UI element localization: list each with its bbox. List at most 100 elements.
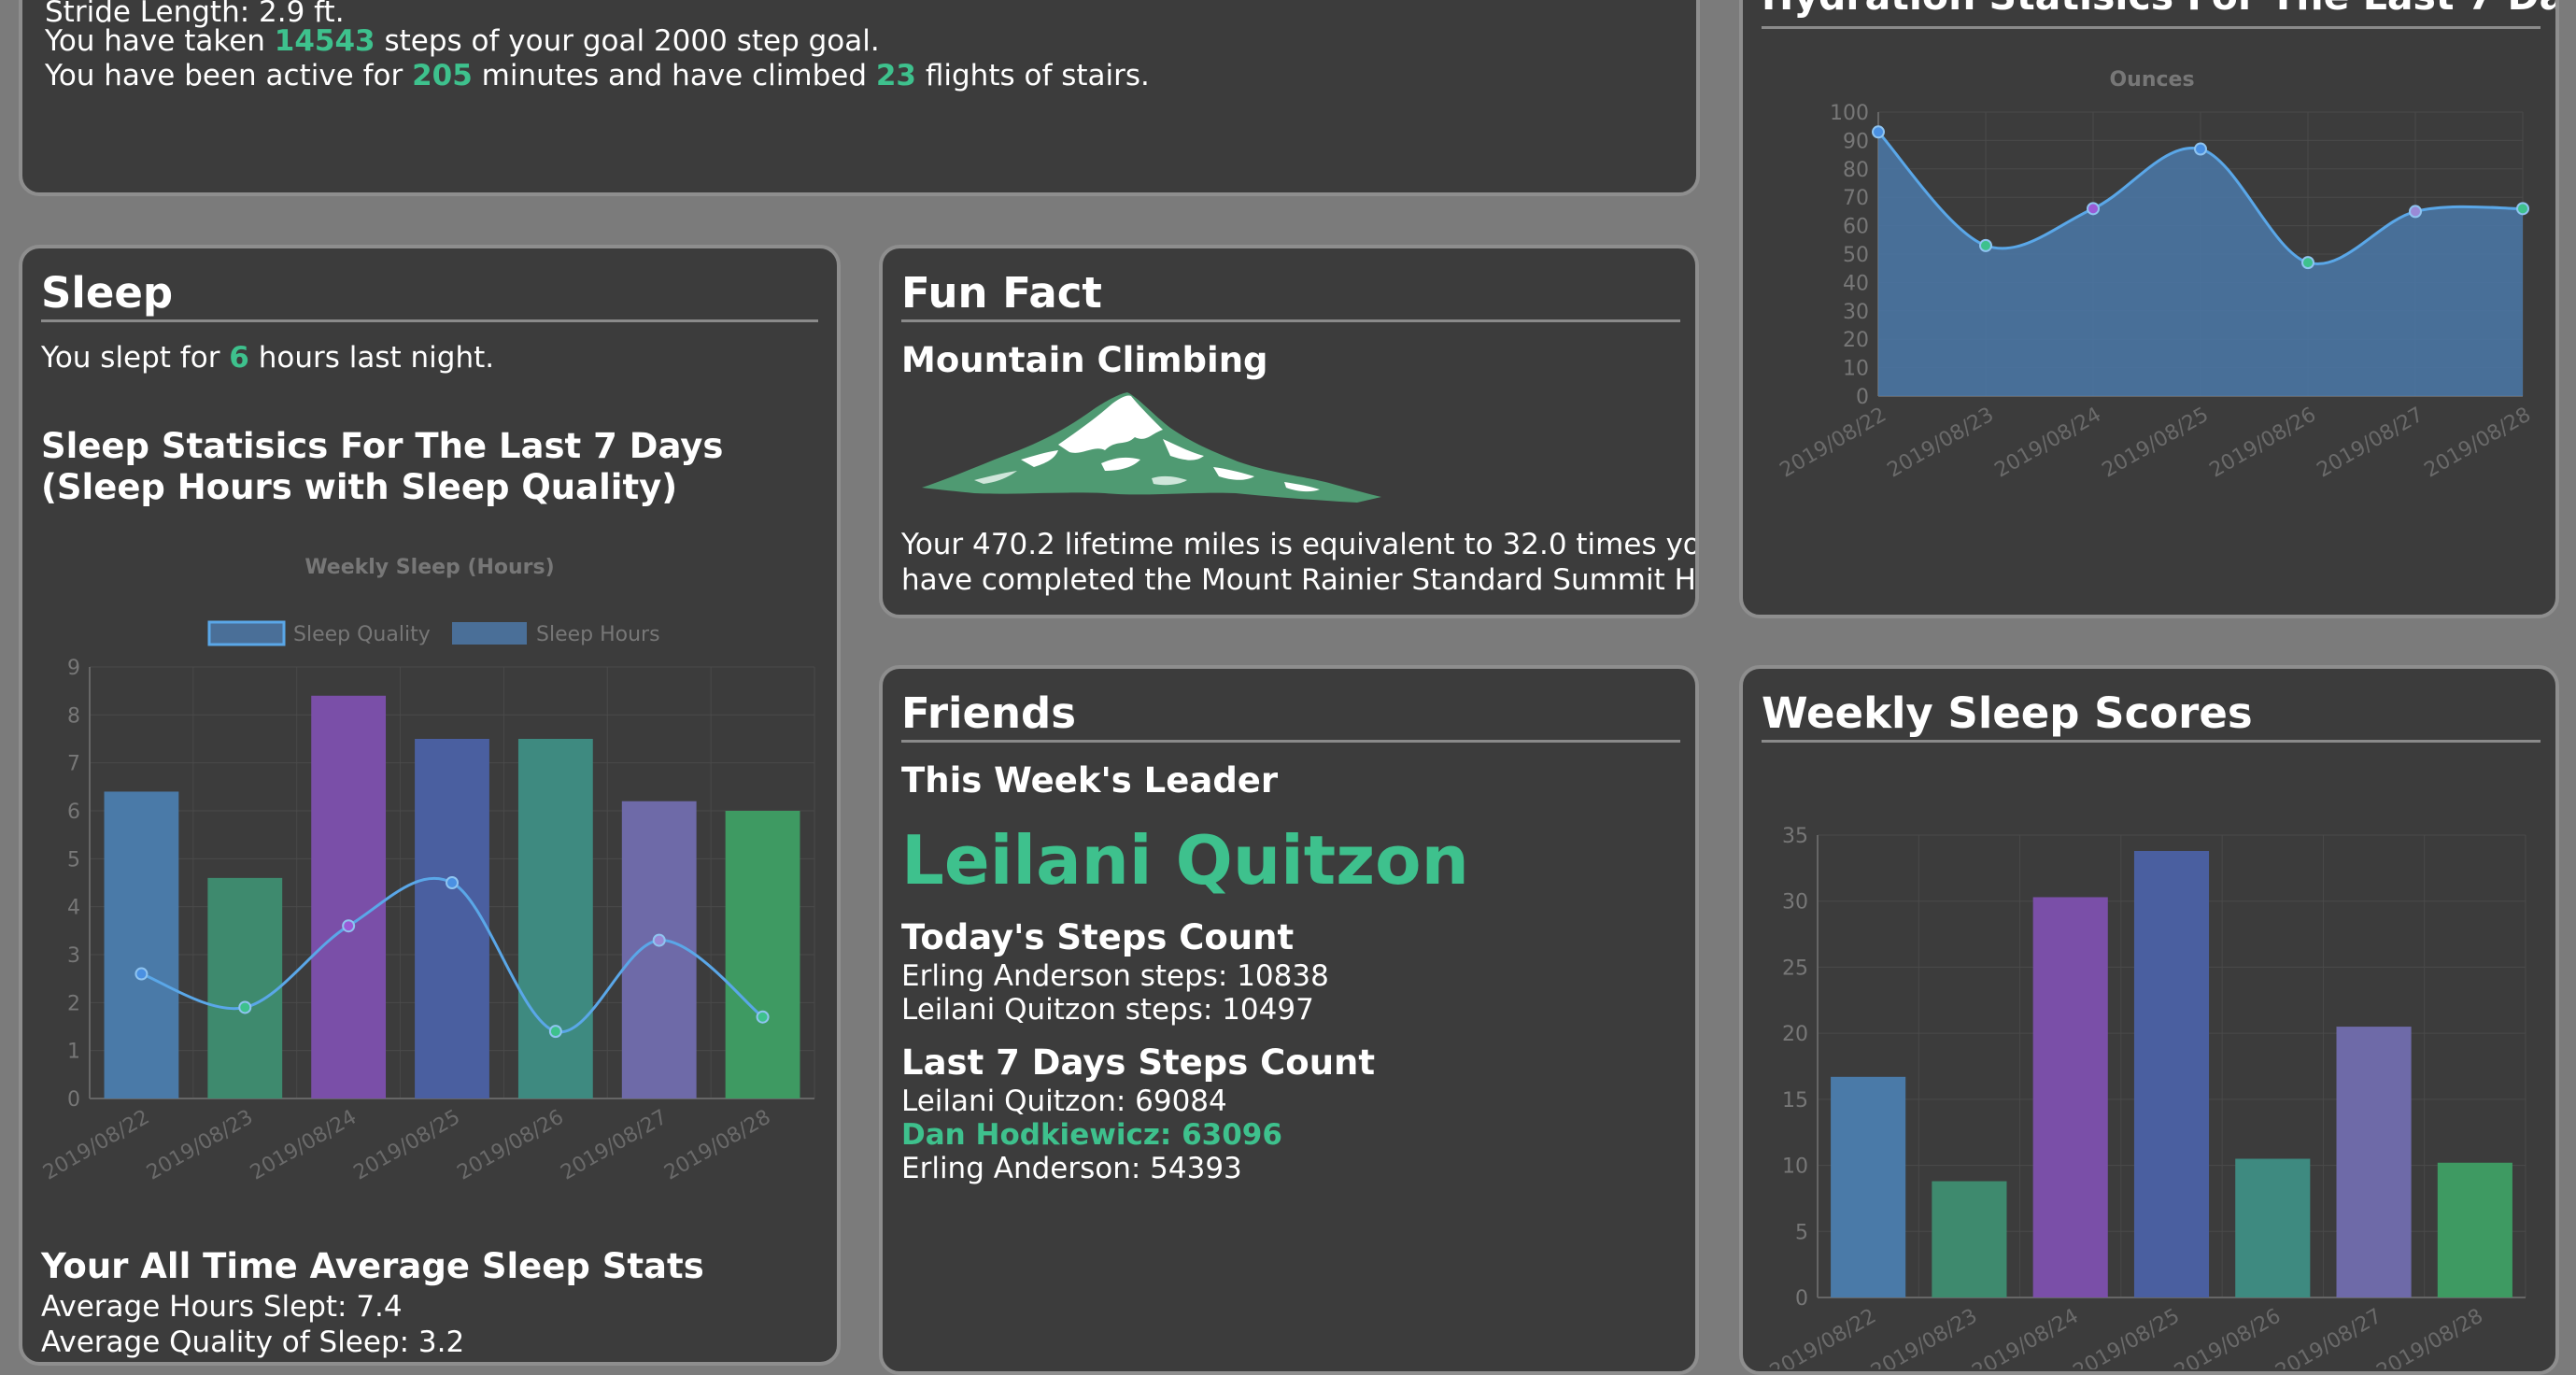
- bar: [1831, 1076, 1906, 1297]
- chart-title: Ounces: [2109, 68, 2194, 92]
- weekly-sleep-scores-title: Weekly Sleep Scores: [1762, 688, 2253, 738]
- sleep-average-hours: Average Hours Slept: 7.4: [41, 1290, 403, 1324]
- y-tick-label: 10: [1782, 1155, 1808, 1179]
- hydration-title: Hydration Statisics For The Last 7 Days: [1762, 0, 2555, 22]
- y-tick-label: 0: [67, 1088, 80, 1112]
- sleep-stats-title: Sleep Statisics For The Last 7 Days (Sle…: [41, 426, 724, 507]
- x-tick-label: 2019/08/24: [1991, 404, 2105, 483]
- sleep-title-rule: [41, 319, 818, 322]
- x-tick-label: 2019/08/25: [2070, 1305, 2184, 1369]
- x-tick-label: 2019/08/26: [2206, 404, 2320, 483]
- weekly-sleep-scores-title-rule: [1762, 740, 2541, 743]
- x-tick-label: 2019/08/27: [557, 1106, 671, 1185]
- bar: [725, 811, 800, 1099]
- y-tick-label: 15: [1782, 1089, 1808, 1113]
- data-point: [2087, 202, 2100, 216]
- y-tick-label: 35: [1782, 825, 1808, 848]
- y-tick-label: 100: [1830, 102, 1869, 125]
- y-tick-label: 70: [1843, 187, 1869, 210]
- stairs-value: 23: [875, 59, 916, 92]
- today-steps-title: Today's Steps Count: [901, 917, 1295, 957]
- y-tick-label: 7: [67, 753, 80, 776]
- data-point: [342, 919, 356, 933]
- weekly-sleep-scores-chart: 051015202530352019/08/222019/08/232019/0…: [1766, 825, 2526, 1369]
- y-tick-label: 0: [1795, 1287, 1808, 1311]
- y-tick-label: 40: [1843, 272, 1869, 295]
- sleep-average-title: Your All Time Average Sleep Stats: [41, 1246, 704, 1286]
- hydration-chart: Ounces01020304050607080901002019/08/2220…: [1776, 68, 2535, 483]
- legend-label-sleep-hours: Sleep Hours: [536, 623, 660, 646]
- y-tick-label: 20: [1782, 1023, 1808, 1046]
- data-point: [756, 1010, 770, 1024]
- today-steps-row: Erling Anderson steps: 10838: [901, 959, 1329, 993]
- bar: [2437, 1162, 2512, 1297]
- y-tick-label: 9: [67, 657, 80, 680]
- bar: [2032, 897, 2108, 1297]
- bar: [2235, 1158, 2311, 1297]
- legend-label-sleep-quality: Sleep Quality: [293, 623, 431, 646]
- activity-panel: Stride Length: 2.9 ft. You have taken 14…: [19, 0, 1700, 196]
- bar: [2336, 1027, 2412, 1297]
- data-point: [1872, 125, 1885, 139]
- bar: [517, 739, 593, 1099]
- y-tick-label: 25: [1782, 957, 1808, 980]
- y-tick-label: 30: [1843, 301, 1869, 324]
- mountain-icon: [922, 392, 1381, 503]
- hydration-panel: Hydration Statisics For The Last 7 Days …: [1739, 0, 2559, 618]
- x-tick-label: 2019/08/26: [454, 1106, 568, 1185]
- area-fill: [1878, 132, 2523, 396]
- x-tick-label: 2019/08/28: [660, 1106, 774, 1185]
- bar: [104, 791, 179, 1099]
- data-point: [2409, 205, 2422, 219]
- funfact-line-1: Your 470.2 lifetime miles is equivalent …: [901, 528, 1699, 561]
- bar: [1932, 1181, 2007, 1297]
- x-tick-label: 2019/08/22: [1776, 404, 1890, 483]
- y-tick-label: 3: [67, 944, 80, 968]
- active-minutes-value: 205: [412, 59, 473, 92]
- y-tick-label: 90: [1843, 130, 1869, 153]
- x-tick-label: 2019/08/23: [1867, 1305, 1981, 1369]
- data-point: [652, 933, 666, 947]
- data-point: [2301, 256, 2314, 270]
- y-tick-label: 2: [67, 992, 80, 1015]
- x-tick-label: 2019/08/22: [1766, 1305, 1880, 1369]
- sleep-panel: Sleep You slept for 6 hours last night. …: [19, 245, 841, 1366]
- funfact-panel: Fun Fact Mountain Climbing Your 470.2 li…: [879, 245, 1699, 618]
- bar: [207, 877, 283, 1099]
- y-tick-label: 8: [67, 704, 80, 728]
- x-tick-label: 2019/08/28: [2373, 1305, 2487, 1369]
- friends-title-rule: [901, 740, 1680, 743]
- x-tick-label: 2019/08/22: [39, 1106, 153, 1185]
- data-point: [548, 1025, 562, 1039]
- friends-title: Friends: [901, 688, 1077, 738]
- y-tick-label: 10: [1843, 358, 1869, 381]
- data-point: [446, 876, 459, 889]
- x-tick-label: 2019/08/23: [143, 1106, 257, 1185]
- x-tick-label: 2019/08/28: [2421, 404, 2535, 483]
- data-point: [1979, 238, 1992, 252]
- week-steps-row-current-user: Dan Hodkiewicz: 63096: [901, 1118, 1282, 1152]
- today-steps-row: Leilani Quitzon steps: 10497: [901, 993, 1314, 1027]
- x-tick-label: 2019/08/27: [2272, 1305, 2385, 1369]
- steps-value: 14543: [274, 24, 375, 58]
- weekly-sleep-scores-panel: Weekly Sleep Scores 0 5 10 15 20 25 30 35 2019/0…: [1739, 665, 2559, 1375]
- bar: [415, 739, 489, 1099]
- x-tick-label: 2019/08/24: [1968, 1305, 2082, 1369]
- sleep-average-quality: Average Quality of Sleep: 3.2: [41, 1325, 465, 1359]
- bar: [2133, 850, 2210, 1297]
- x-tick-label: 2019/08/25: [2099, 404, 2213, 483]
- data-point: [2516, 202, 2529, 216]
- slept-hours-value: 6: [229, 341, 249, 375]
- steps-text: You have taken 14543 steps of your goal …: [45, 24, 880, 58]
- week-steps-row: Leilani Quitzon: 69084: [901, 1084, 1227, 1118]
- funfact-line-2: have completed the Mount Rainier Standar…: [901, 563, 1699, 597]
- x-tick-label: 2019/08/25: [350, 1106, 464, 1185]
- data-point: [2194, 142, 2207, 156]
- leader-label: This Week's Leader: [901, 760, 1279, 801]
- friends-panel: Friends This Week's Leader Leilani Quitz…: [879, 665, 1699, 1375]
- funfact-title: Fun Fact: [901, 268, 1102, 318]
- funfact-subtitle: Mountain Climbing: [901, 340, 1268, 380]
- y-tick-label: 50: [1843, 244, 1869, 267]
- legend-swatch-sleep-quality: [207, 620, 286, 646]
- active-text: You have been active for 205 minutes and…: [45, 59, 1150, 92]
